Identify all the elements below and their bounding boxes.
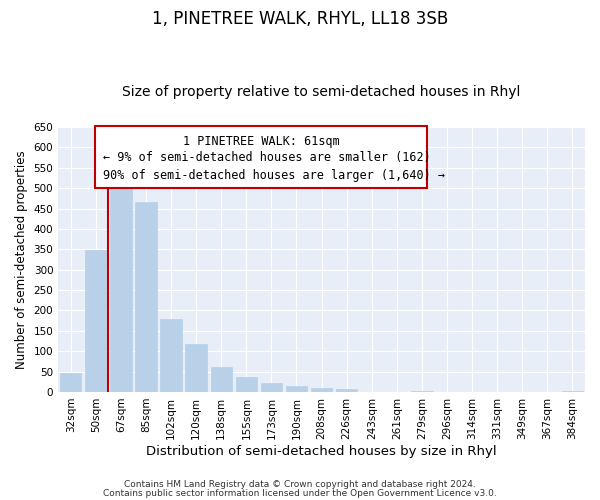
Text: ← 9% of semi-detached houses are smaller (162): ← 9% of semi-detached houses are smaller… <box>103 151 431 164</box>
Bar <box>85 250 106 392</box>
Text: 1 PINETREE WALK: 61sqm: 1 PINETREE WALK: 61sqm <box>182 135 340 148</box>
Bar <box>411 390 433 392</box>
Bar <box>136 202 157 392</box>
Text: Contains HM Land Registry data © Crown copyright and database right 2024.: Contains HM Land Registry data © Crown c… <box>124 480 476 489</box>
Text: Contains public sector information licensed under the Open Government Licence v3: Contains public sector information licen… <box>103 489 497 498</box>
Title: Size of property relative to semi-detached houses in Rhyl: Size of property relative to semi-detach… <box>122 86 521 100</box>
Bar <box>336 388 358 392</box>
Bar <box>110 174 131 392</box>
FancyBboxPatch shape <box>95 126 427 188</box>
Text: 90% of semi-detached houses are larger (1,640) →: 90% of semi-detached houses are larger (… <box>103 169 445 182</box>
Bar <box>236 378 257 392</box>
Bar <box>160 320 182 392</box>
Bar <box>261 383 282 392</box>
Bar <box>562 390 583 392</box>
Y-axis label: Number of semi-detached properties: Number of semi-detached properties <box>15 150 28 369</box>
X-axis label: Distribution of semi-detached houses by size in Rhyl: Distribution of semi-detached houses by … <box>146 444 497 458</box>
Text: 1, PINETREE WALK, RHYL, LL18 3SB: 1, PINETREE WALK, RHYL, LL18 3SB <box>152 10 448 28</box>
Bar <box>185 344 207 392</box>
Bar <box>286 386 307 392</box>
Bar <box>311 388 332 392</box>
Bar <box>60 373 82 392</box>
Bar <box>211 366 232 392</box>
